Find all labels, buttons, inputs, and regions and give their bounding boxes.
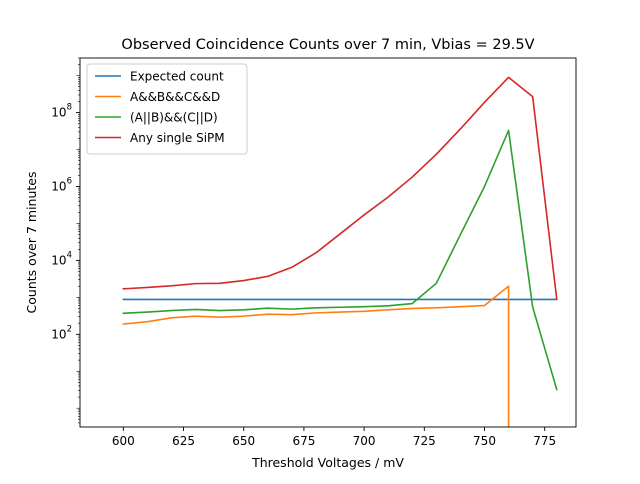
series-line-4 — [122, 76, 558, 300]
x-tick-label: 675 — [292, 434, 315, 448]
series-line-3 — [122, 129, 558, 391]
legend-label: (A||B)&&(C||D) — [130, 111, 218, 125]
y-tick-label: 104 — [51, 250, 72, 267]
legend-label: Expected count — [130, 70, 224, 84]
x-axis-label: Threshold Voltages / mV — [251, 455, 404, 470]
x-tick-label: 625 — [172, 434, 195, 448]
x-tick-label: 775 — [533, 434, 556, 448]
y-axis-ticks: 102 104 106 108 — [51, 57, 80, 424]
x-tick-label: 600 — [112, 434, 135, 448]
y-axis-label: Counts over 7 minutes — [24, 172, 39, 314]
series-line-2 — [122, 285, 510, 427]
legend-box — [86, 63, 248, 155]
legend-label: A&&B&&C&&D — [130, 90, 220, 104]
legend-label: Any single SiPM — [130, 131, 225, 145]
x-tick-label: 725 — [413, 434, 436, 448]
y-tick-label: 102 — [51, 324, 72, 341]
x-axis-ticks: 600 625 650 675 700 725 750 775 — [112, 427, 556, 448]
x-tick-label: 700 — [353, 434, 376, 448]
y-tick-label: 108 — [51, 103, 72, 120]
y-tick-label: 106 — [51, 176, 72, 193]
legend: Expected count A&&B&&C&&D (A||B)&&(C||D) An… — [86, 63, 248, 155]
x-tick-label: 750 — [473, 434, 496, 448]
chart-title: Observed Coincidence Counts over 7 min, … — [121, 37, 534, 53]
series-layer — [122, 76, 558, 427]
x-tick-label: 650 — [232, 434, 255, 448]
